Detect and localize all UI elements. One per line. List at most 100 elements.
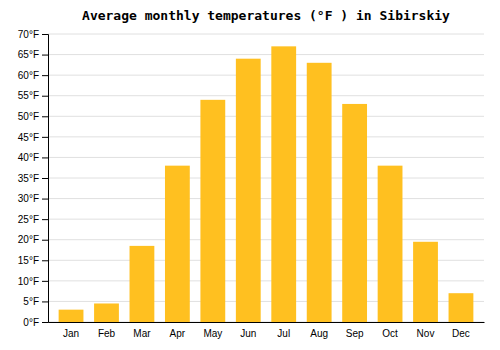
tick-label: 35°F <box>18 173 39 184</box>
tick-label: Sep <box>346 328 364 339</box>
y-axis: 0°F 5°F 10°F 15°F 20°F 25°F 30°F 35°F 40°F 45°F 50… <box>18 29 49 328</box>
bar <box>307 63 332 322</box>
tick-mark <box>42 75 48 76</box>
tick: 55°F <box>18 90 48 101</box>
tick: 20°F <box>18 234 48 245</box>
bar <box>449 293 474 322</box>
tick: Jan <box>63 328 79 339</box>
grid-line <box>48 157 484 158</box>
tick-label: Apr <box>170 328 186 339</box>
tick-label: 50°F <box>18 111 39 122</box>
tick: Jun <box>240 328 256 339</box>
tick: Feb <box>98 328 116 339</box>
tick-label: Jul <box>277 328 290 339</box>
chart: 0°F 5°F 10°F 15°F 20°F 25°F 30°F 35°F 40°F 45°F 50… <box>0 0 500 350</box>
tick-label: 55°F <box>18 90 39 101</box>
grid-line <box>48 75 484 76</box>
tick-mark <box>42 199 48 200</box>
plot: 0°F 5°F 10°F 15°F 20°F 25°F 30°F 35°F 40°F 45°F 50… <box>18 29 485 339</box>
bar <box>236 59 261 322</box>
tick: 0°F <box>23 317 48 328</box>
tick: 35°F <box>18 173 48 184</box>
tick-label: Dec <box>452 328 470 339</box>
tick-label: 45°F <box>18 132 39 143</box>
tick-mark <box>42 96 48 97</box>
bar <box>130 246 155 322</box>
tick-label: 15°F <box>18 255 39 266</box>
tick: 25°F <box>18 214 48 225</box>
tick-mark <box>42 260 48 261</box>
tick-label: 5°F <box>23 296 39 307</box>
tick-mark <box>42 34 48 35</box>
bar <box>413 242 438 322</box>
tick: May <box>203 328 222 339</box>
tick-label: 30°F <box>18 193 39 204</box>
bar <box>342 104 367 322</box>
tick: 30°F <box>18 193 48 204</box>
bar <box>200 100 225 322</box>
axis-domain <box>49 322 485 323</box>
tick-label: 60°F <box>18 70 39 81</box>
x-axis: Jan Feb Mar Apr May Jun Jul Aug Sep Oct Nov Dec <box>49 323 485 340</box>
tick-label: 20°F <box>18 234 39 245</box>
tick-mark <box>42 116 48 117</box>
grid-line <box>48 239 484 240</box>
tick: 70°F <box>18 29 48 40</box>
tick: Aug <box>310 328 328 339</box>
tick: 65°F <box>18 49 48 60</box>
tick-label: 25°F <box>18 214 39 225</box>
tick: 45°F <box>18 132 48 143</box>
tick: Apr <box>170 328 186 339</box>
grid-line <box>48 95 484 96</box>
bar <box>94 303 119 322</box>
tick-mark <box>42 157 48 158</box>
tick-label: 40°F <box>18 152 39 163</box>
tick: 10°F <box>18 276 48 287</box>
axis-domain <box>42 35 49 323</box>
tick-label: 0°F <box>23 317 39 328</box>
tick-label: Aug <box>310 328 328 339</box>
grid-line <box>48 178 484 179</box>
tick-label: 10°F <box>18 276 39 287</box>
bar <box>271 46 296 322</box>
grid-line <box>48 219 484 220</box>
grid-line <box>48 54 484 55</box>
grid-line <box>48 34 484 35</box>
tick-label: Jan <box>63 328 79 339</box>
bar <box>59 310 84 322</box>
tick-label: Oct <box>382 328 398 339</box>
tick-mark <box>42 178 48 179</box>
bar <box>165 166 190 322</box>
grid <box>48 34 484 322</box>
tick-label: May <box>203 328 222 339</box>
tick: 15°F <box>18 255 48 266</box>
bars <box>59 46 474 322</box>
grid-line <box>48 198 484 199</box>
tick: 5°F <box>23 296 48 307</box>
title: Average monthly temperatures (°F ) in Si… <box>82 8 450 23</box>
tick-label: Mar <box>133 328 151 339</box>
grid-line <box>48 116 484 117</box>
grid-line <box>48 136 484 137</box>
tick: 60°F <box>18 70 48 81</box>
tick-mark <box>42 240 48 241</box>
bar <box>378 166 403 322</box>
tick-label: Jun <box>240 328 256 339</box>
tick-label: Feb <box>98 328 116 339</box>
tick-mark <box>42 219 48 220</box>
tick: 50°F <box>18 111 48 122</box>
tick-mark <box>42 301 48 302</box>
tick: 40°F <box>18 152 48 163</box>
tick: Sep <box>346 328 364 339</box>
tick-mark <box>42 281 48 282</box>
tick-label: 65°F <box>18 49 39 60</box>
tick-label: Nov <box>417 328 435 339</box>
tick: Oct <box>382 328 398 339</box>
tick-mark <box>42 137 48 138</box>
tick-mark <box>42 322 48 323</box>
tick: Dec <box>452 328 470 339</box>
tick: Jul <box>277 328 290 339</box>
tick: Mar <box>133 328 151 339</box>
tick-label: 70°F <box>18 29 39 40</box>
tick: Nov <box>417 328 435 339</box>
